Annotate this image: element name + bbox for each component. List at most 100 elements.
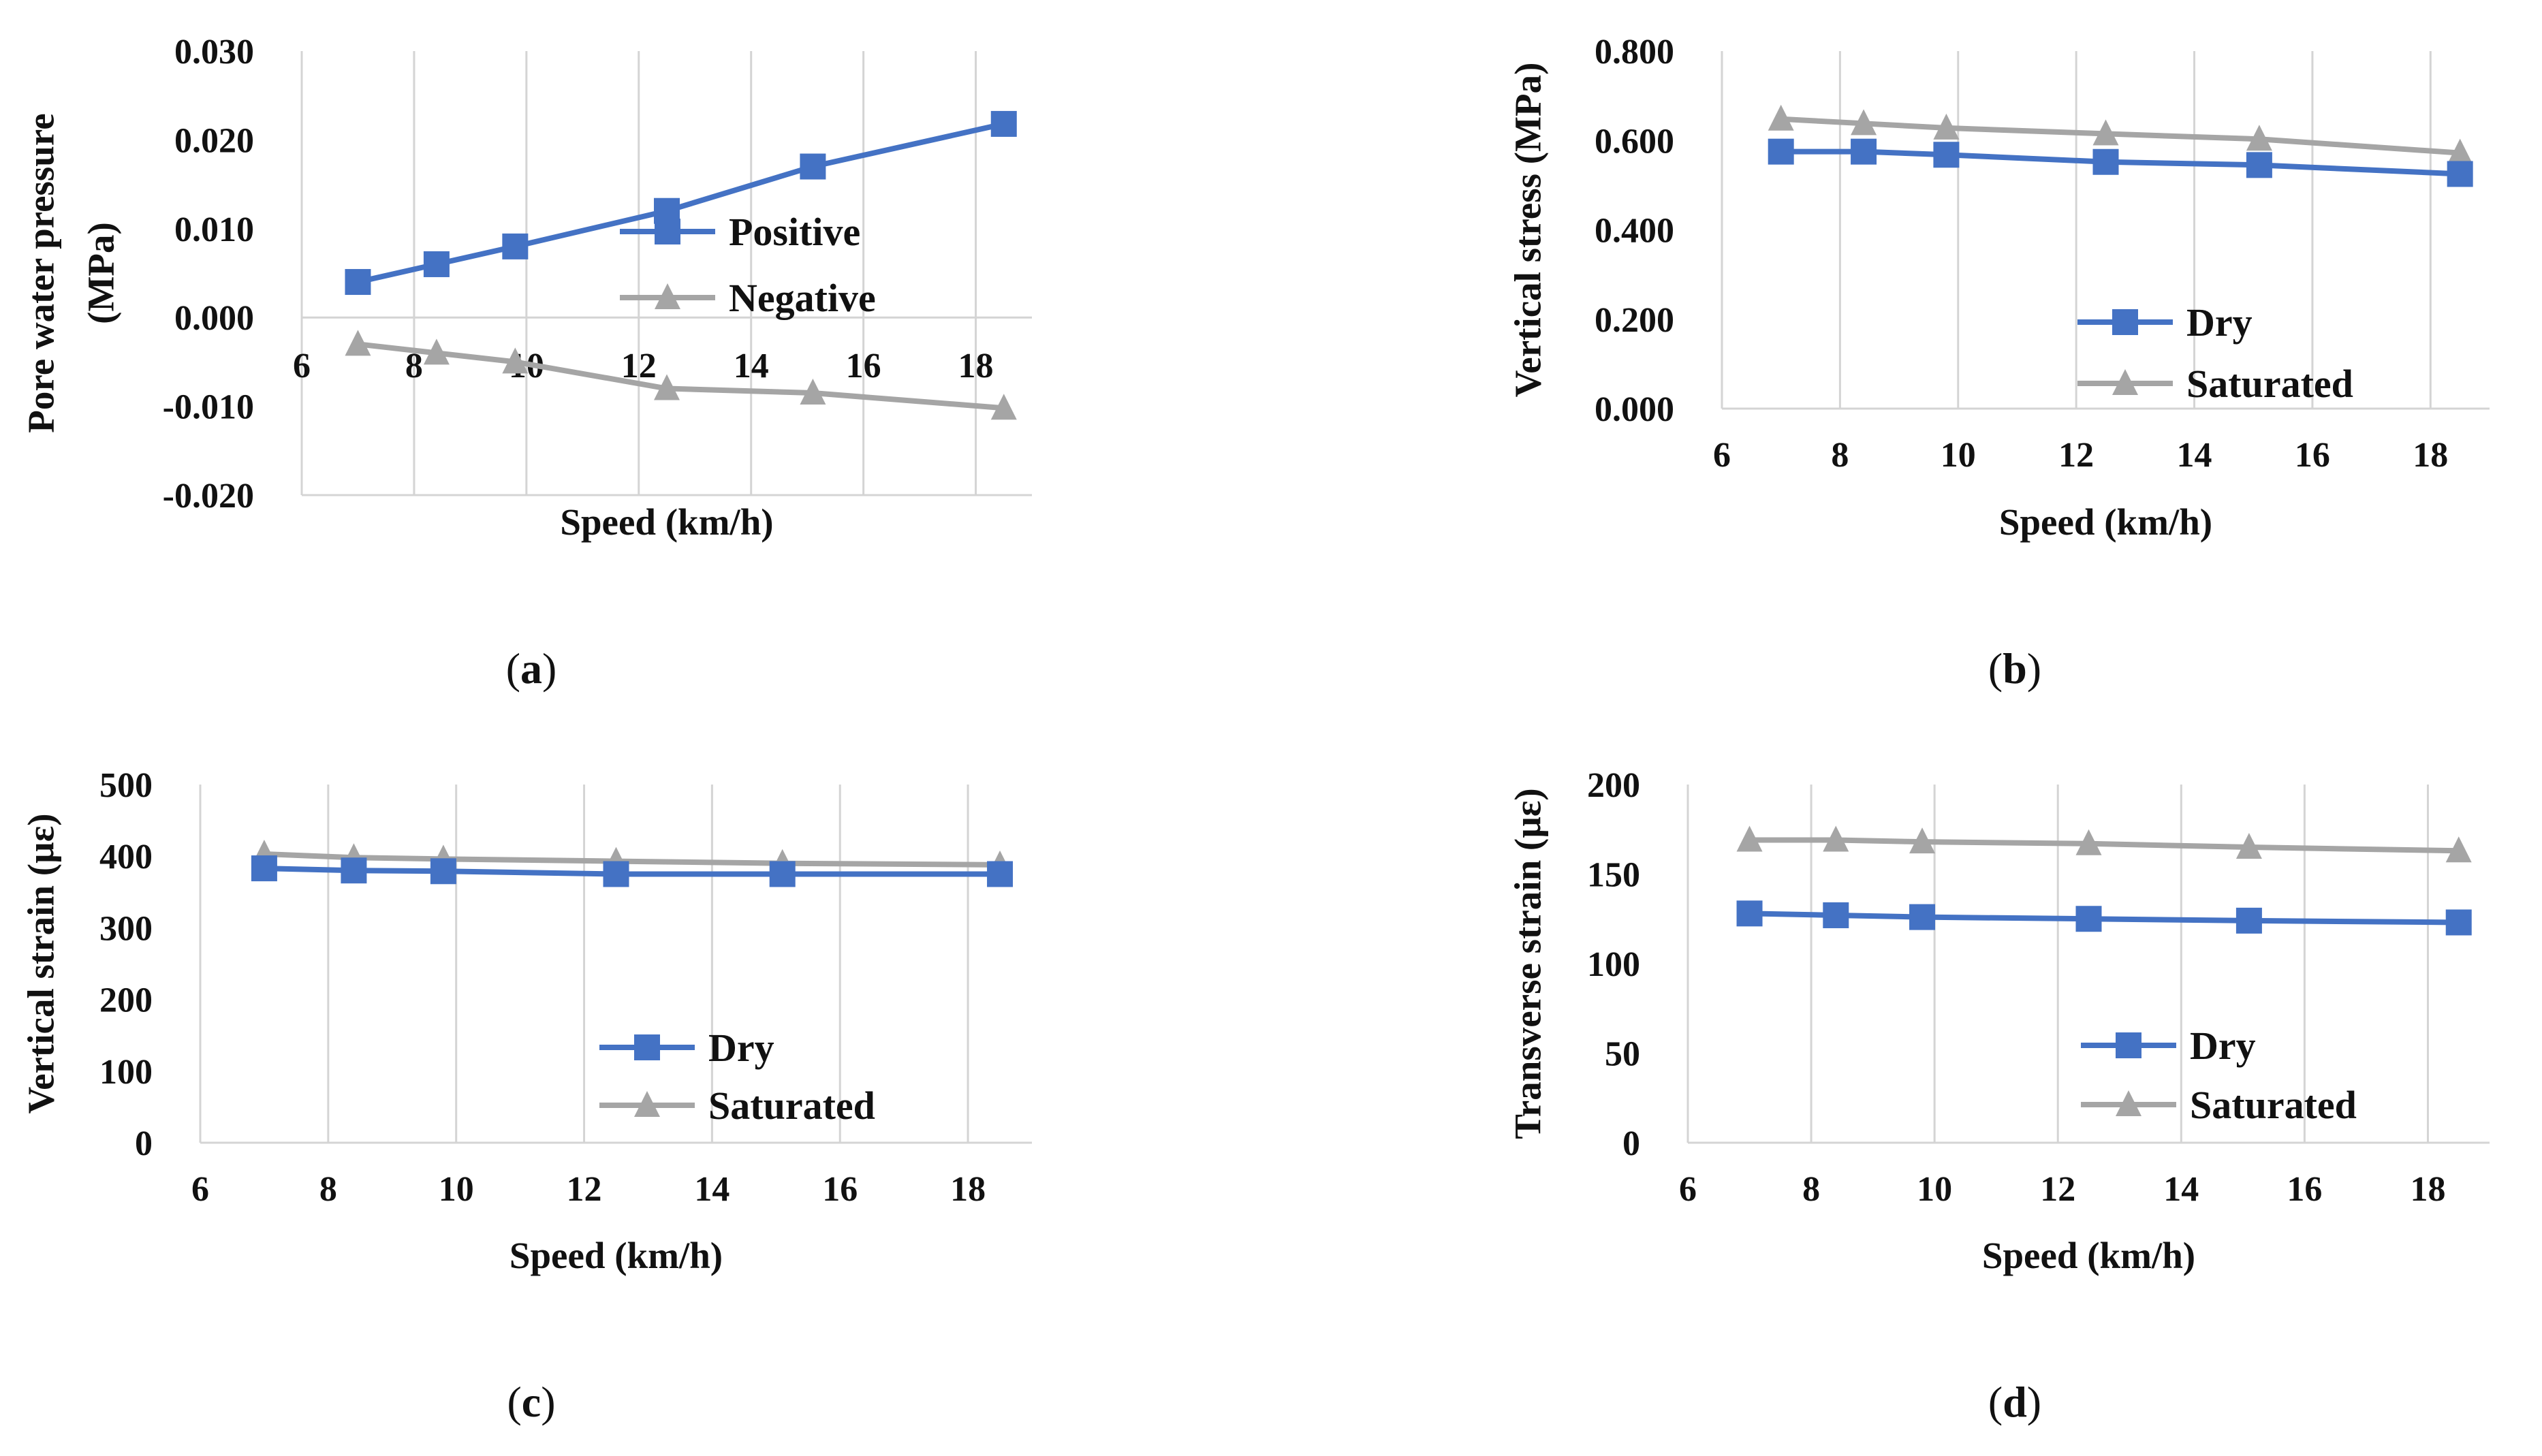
- data-point-dry: [2235, 907, 2262, 934]
- x-axis-title: Speed (km/h): [1999, 501, 2212, 543]
- x-tick-label: 18: [2413, 436, 2448, 475]
- x-tick-label: 14: [2163, 1170, 2199, 1209]
- data-point-dry: [2092, 148, 2119, 175]
- y-tick-label: 50: [1605, 1035, 1640, 1074]
- data-point-positive: [345, 269, 371, 296]
- caption-paren: (: [506, 644, 520, 693]
- series-line-dry: [264, 866, 1001, 877]
- data-point-dry: [1736, 900, 1763, 927]
- legend-label-negative: Negative: [729, 276, 876, 320]
- data-point-saturated: [1933, 113, 1960, 140]
- y-tick-label: 0: [135, 1124, 153, 1163]
- x-tick-label: 18: [950, 1170, 986, 1209]
- y-tick-label: -0.010: [163, 388, 254, 427]
- chart-panel-b: 6 8 10 12 14 16 18 0.000 0.200 0.400 0.600 0.800 Spe…: [1507, 33, 2490, 693]
- y-tick-label: 0.030: [174, 33, 254, 72]
- data-point-negative: [654, 374, 680, 400]
- legend-marker-saturated: [2116, 1090, 2141, 1116]
- caption-letter: a: [520, 644, 542, 693]
- y-tick-label: 0.200: [1595, 301, 1674, 340]
- y-tick-label: 0.020: [174, 121, 254, 160]
- series-line-dry: [1780, 148, 2460, 177]
- data-point-dry: [2075, 906, 2102, 932]
- x-tick-label: 14: [694, 1170, 729, 1209]
- y-tick-label: 150: [1587, 856, 1640, 895]
- legend-label-dry: Dry: [2186, 300, 2253, 345]
- x-tick-label: 10: [1941, 436, 1976, 475]
- series-line-dry: [1749, 911, 2459, 925]
- chart-panel-c: 6 8 10 12 14 16 18 0 100 200 300 400 500 Speed (km/h)…: [20, 766, 1032, 1426]
- legend-marker-dry: [634, 1034, 660, 1060]
- y-tick-label: 400: [99, 838, 153, 876]
- data-point-saturated: [2447, 138, 2473, 165]
- y-tick-label: 0.600: [1595, 122, 1674, 161]
- x-tick-label: 10: [439, 1170, 474, 1209]
- data-point-saturated: [2092, 119, 2119, 146]
- data-point-saturated: [1851, 109, 1877, 136]
- data-point-negative: [345, 330, 371, 356]
- chart-panel-a: 6 8 10 12 14 16 18-0.020-0.0100.0000.0100.0200…: [20, 33, 1032, 693]
- data-point-dry: [1909, 904, 1936, 930]
- data-point-dry: [2447, 161, 2473, 187]
- x-tick-label: 16: [2287, 1170, 2322, 1209]
- x-tick-label: 10: [1917, 1170, 1952, 1209]
- legend-label-positive: Positive: [729, 210, 860, 254]
- panel-caption: (a): [506, 644, 557, 693]
- y-tick-label: 300: [99, 909, 153, 948]
- chart-panel-d: 6 8 10 12 14 16 18 0 50 100 150 200 Speed (km/h) Tran…: [1507, 766, 2490, 1426]
- x-tick-label: 12: [567, 1170, 602, 1209]
- panel-caption: (d): [1988, 1378, 2041, 1426]
- legend-label-saturated: Saturated: [2186, 362, 2353, 406]
- x-tick-label: 16: [846, 347, 881, 385]
- y-tick-label: 0.000: [174, 299, 254, 338]
- legend-marker-positive: [655, 219, 680, 244]
- caption-paren: ): [542, 644, 556, 693]
- data-point-dry: [2445, 909, 2472, 936]
- data-point-saturated: [2235, 833, 2262, 859]
- caption-paren: ): [2027, 644, 2041, 693]
- series-line-positive: [357, 121, 1005, 285]
- data-point-negative: [423, 338, 450, 365]
- legend-label-saturated: Saturated: [708, 1083, 875, 1128]
- data-point-dry: [987, 861, 1014, 887]
- series-line-saturated: [1780, 116, 2460, 156]
- series-line-negative: [358, 341, 1005, 411]
- data-point-dry: [769, 861, 796, 887]
- x-tick-label: 6: [1679, 1170, 1697, 1209]
- series-line-saturated: [264, 851, 1001, 868]
- y-tick-label: 100: [99, 1053, 153, 1092]
- y-tick-label: 0.010: [174, 210, 254, 249]
- legend-marker-saturated: [634, 1091, 660, 1117]
- series-line-saturated: [1749, 837, 2459, 854]
- legend-marker-negative: [655, 283, 680, 309]
- y-axis-title: Transverse strain (µε): [1507, 788, 1549, 1139]
- caption-letter: b: [2003, 644, 2027, 693]
- y-tick-label: 200: [1587, 766, 1640, 805]
- data-point-dry: [603, 861, 629, 887]
- caption-letter: d: [2003, 1378, 2027, 1426]
- y-tick-label: 0: [1622, 1124, 1640, 1163]
- panel-caption: (b): [1988, 644, 2041, 693]
- data-point-negative: [502, 347, 529, 374]
- x-axis-title: Speed (km/h): [509, 1235, 723, 1276]
- data-point-dry: [1851, 138, 1877, 165]
- y-tick-label: -0.020: [163, 477, 254, 516]
- y-tick-label: 0.400: [1595, 212, 1674, 251]
- x-axis-title: Speed (km/h): [560, 501, 773, 543]
- y-tick-label: 100: [1587, 945, 1640, 984]
- legend-label-dry: Dry: [708, 1026, 774, 1070]
- y-tick-label: 0.000: [1595, 390, 1674, 429]
- data-point-saturated: [1768, 104, 1794, 131]
- x-tick-label: 8: [1802, 1170, 1820, 1209]
- data-point-negative: [990, 394, 1017, 420]
- x-tick-label: 18: [958, 347, 994, 385]
- data-point-saturated: [2445, 836, 2472, 863]
- x-tick-label: 6: [1713, 436, 1731, 475]
- y-axis-title: (MPa): [80, 222, 122, 324]
- legend-label-dry: Dry: [2190, 1024, 2256, 1068]
- data-point-positive: [423, 251, 450, 277]
- data-point-saturated: [2075, 829, 2102, 855]
- legend-marker-dry: [2112, 309, 2138, 335]
- data-point-dry: [1933, 142, 1960, 168]
